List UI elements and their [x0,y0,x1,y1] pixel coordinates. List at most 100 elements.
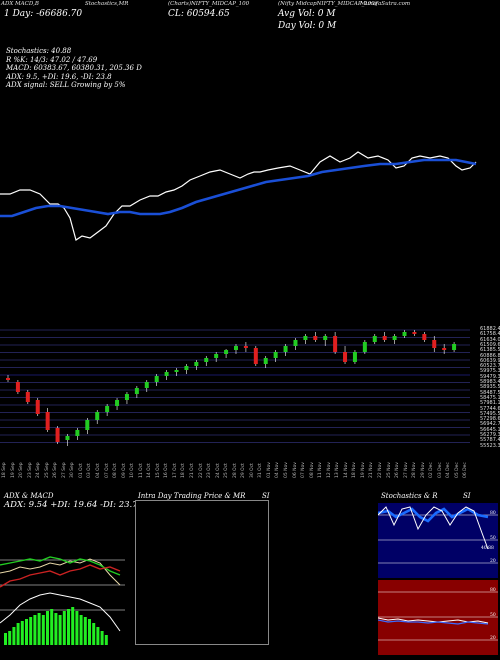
stoch-end-value: 40.88 [481,546,494,551]
price-axis-label: 61758.4 [480,331,500,338]
candle-body [115,400,120,406]
date-axis-label: 26 Nov [395,462,401,478]
date-axis-label: 14 Oct [147,463,153,478]
adx-line [0,558,121,586]
close-price: CL: 60594.65 [168,9,230,19]
candle-body [412,332,417,334]
candle-body [432,340,437,348]
date-axis-label: 04 Dec [446,462,452,478]
candle-body [293,340,298,346]
date-axis-label: 06 Nov [292,462,298,478]
macd-hist-bar [83,617,87,645]
candle-body [422,334,427,340]
date-axis-label: 26 Sep [53,462,59,478]
price-axis-label: 60523.7 [480,363,500,370]
plus-di-line [0,556,121,576]
price-axis-label: 58935.5 [480,384,500,391]
adx-signal: ADX signal: SELL Growing by 5% [6,81,126,89]
macd-hist-bar [79,615,83,645]
candle-body [253,348,258,364]
candle-body [392,336,397,340]
macd-hist-bar [20,621,24,645]
candlestick-chart [0,329,470,446]
date-axis-label: 02 Dec [429,462,435,478]
date-axis-label: 21 Oct [190,463,195,478]
date-axis-label: 18 Nov [352,462,358,478]
price-axis-label: 58475.1 [480,394,500,401]
candle-body [204,358,209,362]
stoch-k-line [377,506,489,550]
date-axis-label: 13 Nov [335,462,341,478]
date-axis-label: 24 Sep [36,462,42,478]
macd-hist-bar [71,607,75,645]
intraday-panel [135,500,269,645]
candle-body [154,376,159,382]
macd-values: MACD: 60383.67, 60380.31, 205.36 D [6,64,142,72]
date-axis-label: 18 Sep [2,462,7,478]
price-axis-label: 60886.8 [480,352,500,359]
date-axis-label: 03 Dec [437,462,443,478]
candle-body [105,406,110,412]
panel-intraday-si: SI [262,492,270,500]
candle-body [25,392,30,402]
mr-level-80: 80 [490,588,496,593]
avg-volume: Avg Vol: 0 M [278,9,336,19]
macd-hist-bar [46,611,49,645]
minus-di-line [0,564,121,588]
info-block: Stochastics: 40.88 R %K: 14/3: 47.02 / 4… [6,47,142,90]
macd-hist-bar [8,631,12,645]
date-axis-label: 28 Oct [232,463,238,478]
date-axis-label: 10 Oct [130,463,136,478]
candle-body [85,420,90,430]
candle-body [452,344,457,350]
stoch-level-80: 80 [490,511,496,516]
price-axis-label: 57298.6 [480,416,500,423]
macd-hist-bar [62,611,66,645]
mr-level-20: 20 [490,636,496,641]
stochastics-plot [377,506,498,564]
date-axis-label: 01 Nov [266,462,272,478]
price-axis-label: 57744.6 [480,405,500,412]
date-axis-label: 27 Sep [61,462,67,478]
date-axis-label: 05 Nov [284,462,289,478]
date-axis-label: 04 Oct [96,463,101,478]
candle-body [75,430,80,436]
panel-adx-macd-title: ADX & MACD [4,492,54,500]
minus-di-value: -DI: 23.78 [100,500,144,510]
date-axis-label: 19 Nov [360,462,366,478]
header-stochastics: Stochastics,MR [85,1,129,7]
candle-body [35,400,40,414]
price-line [0,151,477,241]
candle-body [194,362,199,366]
day-change: 1 Day: -66686.70 [4,9,83,19]
date-axis-label: 30 Sep [70,462,76,478]
macd-hist-bar [96,627,100,645]
adx-value: ADX: 9.54 [4,500,48,510]
date-axis-label: 06 Dec [463,462,469,478]
ema-line [0,158,477,218]
candle-body [263,358,268,364]
date-axis-label: 17 Oct [172,463,178,478]
price-axis-label: 55523.3 [480,442,500,449]
date-axis-label: 25 Oct [224,463,230,478]
header-adx-macd: ADX MACD,B [1,1,39,7]
candle-body [45,412,50,430]
macd-hist-bar [16,623,20,645]
macd-hist-bar [50,609,54,645]
candle-body [124,394,129,400]
date-axis-label: 25 Nov [386,462,392,478]
candle-body [442,348,447,350]
macd-hist-bar [92,623,96,645]
price-axis-label: 56942.7 [480,421,500,428]
date-axis-label: 09 Oct [121,463,127,478]
price-axis-label: 57981.1 [480,400,500,407]
plus-di-value: +DI: 19.64 [50,500,98,510]
stoch-d-line [377,507,489,523]
candle-body [352,352,357,362]
date-axis-label: 15 Oct [155,463,161,478]
candle-body [55,428,60,442]
date-axis-label: 23 Sep [27,462,33,478]
date-axis-label: 01 Oct [78,463,84,478]
macd-hist-bar [4,633,7,645]
date-axis-label: 25 Sep [44,462,50,478]
